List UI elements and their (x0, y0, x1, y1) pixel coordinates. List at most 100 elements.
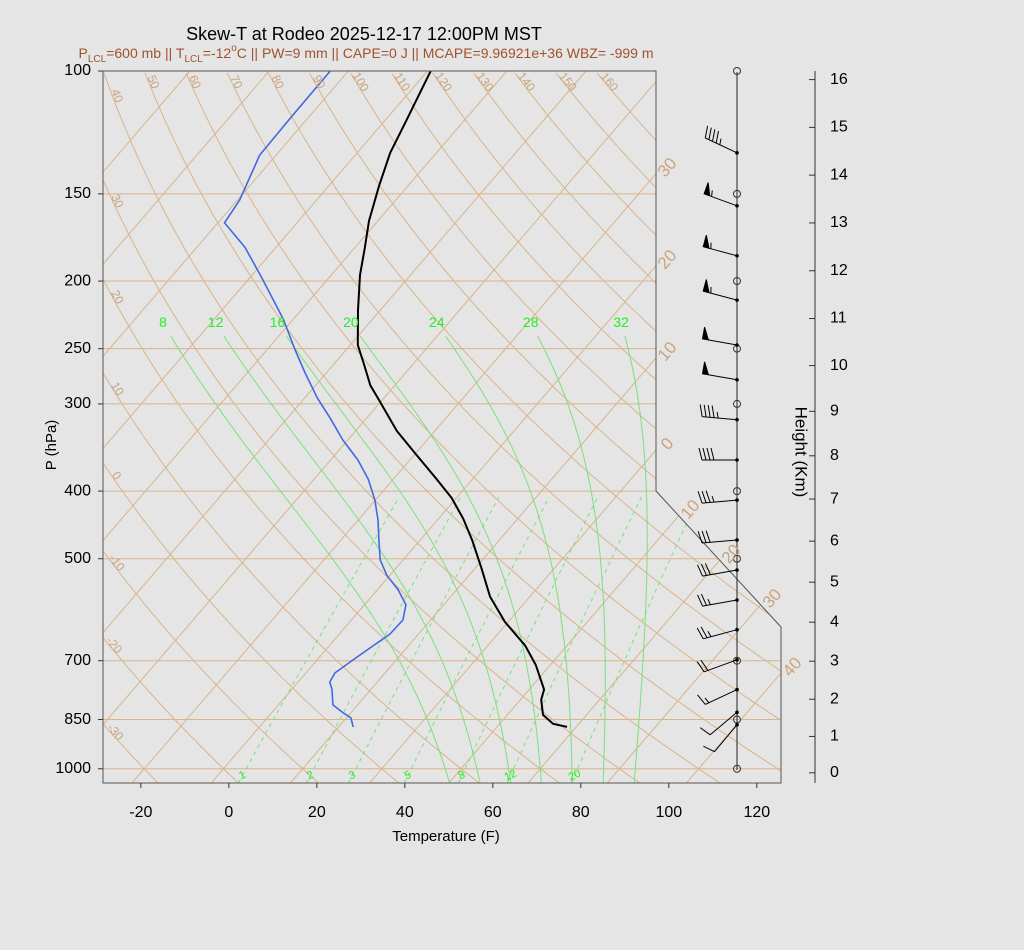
dry-adiabat (144, 72, 781, 783)
standard-level-marker (733, 189, 741, 198)
mixing-ratio-line (348, 496, 500, 783)
mixing-ratio-label: 3 (347, 769, 358, 782)
wind-level-dot (735, 723, 739, 727)
height-tick-label: 7 (830, 490, 839, 507)
mixing-ratio-label: 2 (305, 769, 316, 782)
wind-level-dot (735, 203, 739, 208)
moist-adiabat-label: 24 (429, 314, 445, 330)
isotherm (606, 71, 781, 783)
wind-barb (702, 279, 738, 301)
x-tick-label: 40 (396, 804, 414, 821)
mixing-ratio-line (571, 496, 700, 783)
wind-level-dot (735, 710, 739, 715)
x-axis-label: Temperature (F) (392, 828, 500, 845)
subtitle-part: LCL (184, 54, 203, 65)
y-tick-label: 850 (64, 711, 91, 728)
height-tick-label: 1 (830, 728, 839, 745)
dry-adiabat (103, 72, 560, 783)
dry-adiabat (103, 73, 400, 783)
isotherm (103, 71, 508, 783)
wind-barb (704, 125, 738, 154)
wind-level-dot (735, 377, 739, 382)
profile-line (356, 71, 568, 728)
height-tick-label: 10 (830, 357, 848, 374)
isotherm (527, 71, 781, 783)
subtitle-part: =600 mb || T (106, 45, 185, 61)
standard-level-marker (733, 554, 741, 563)
height-tick-label: 14 (830, 166, 848, 183)
wind-barb (696, 626, 738, 640)
dry-adiabat (473, 72, 781, 783)
subtitle-part: C || PW=9 mm || CAPE=0 J || MCAPE=9.9692… (237, 45, 654, 61)
mixing-ratio-label: 1 (237, 769, 248, 782)
standard-level-marker (733, 764, 741, 773)
x-tick-label: 100 (655, 804, 682, 821)
wind-level-dot (735, 658, 739, 662)
wind-barb (701, 326, 738, 346)
x-tick-label: 20 (308, 804, 326, 821)
wind-level-dot (735, 598, 739, 602)
isotherm (103, 71, 349, 783)
x-tick-label: -20 (129, 804, 152, 821)
wind-level-dot (735, 298, 739, 302)
y-axis-label: P (hPa) (43, 420, 60, 471)
wind-barb (697, 689, 738, 705)
dry-adiabat (103, 72, 721, 783)
dry-adiabat (103, 72, 480, 783)
dry-adiabat (350, 72, 781, 783)
mixing-ratio-label: 5 (403, 769, 414, 782)
subtitle-part: o (231, 43, 237, 54)
height-tick-label: 4 (830, 613, 839, 630)
isotherm (103, 71, 587, 783)
height-tick-label: 9 (830, 403, 839, 420)
wind-level-dot (735, 498, 739, 502)
wind-barb (703, 724, 738, 753)
dry-adiabat-label: 50 (145, 73, 163, 91)
wind-level-dot (735, 458, 739, 462)
dry-adiabat-label: 20 (108, 288, 127, 307)
moist-adiabat (445, 336, 573, 783)
dry-adiabat (309, 72, 781, 783)
dry-adiabat (514, 72, 781, 783)
height-tick-label: 8 (830, 447, 839, 464)
profile-line (223, 71, 407, 728)
wind-barb (697, 530, 738, 544)
wind-barb (699, 711, 738, 736)
moist-adiabat (537, 336, 606, 783)
wind-barb (701, 361, 738, 381)
dry-adiabat-label: 30 (108, 192, 126, 210)
x-tick-label: 120 (743, 804, 770, 821)
wind-level-dot (735, 151, 739, 155)
height-tick-label: 11 (830, 310, 847, 327)
wind-barb (697, 593, 738, 607)
dry-adiabat (103, 73, 319, 783)
dry-adiabat (226, 72, 781, 783)
height-tick-label: 3 (830, 652, 839, 669)
dry-adiabat (103, 72, 640, 783)
wind-level-dot (735, 417, 739, 422)
moist-adiabat-label: 32 (613, 314, 629, 330)
isotherm (131, 71, 745, 783)
subtitle-part: P (79, 45, 88, 61)
wind-level-dot (735, 253, 739, 258)
height-tick-label: 13 (830, 214, 848, 231)
height-tick-label: 12 (830, 262, 848, 279)
standard-level-marker (733, 487, 741, 496)
wind-level-dot (735, 538, 739, 542)
wind-level-dot (735, 687, 739, 692)
dry-adiabat-label: 90 (310, 73, 329, 92)
wind-level-dot (735, 343, 739, 347)
height-axis-label: Height (Km) (792, 407, 811, 498)
moist-adiabat (286, 336, 512, 783)
height-tick-label: 2 (830, 690, 839, 707)
y-tick-label: 500 (64, 550, 91, 567)
y-tick-label: 700 (64, 652, 91, 669)
dry-adiabat-label: 40 (108, 87, 126, 105)
isotherm (103, 71, 270, 783)
isotherm (103, 71, 666, 783)
height-tick-label: 15 (830, 119, 848, 136)
isotherm (103, 71, 428, 783)
